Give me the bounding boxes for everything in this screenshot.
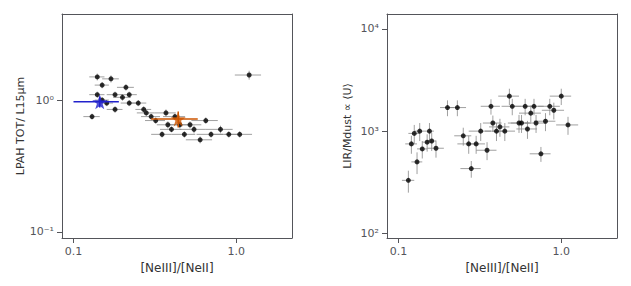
svg-text:1.0: 1.0 <box>553 245 571 258</box>
svg-text:1.0: 1.0 <box>228 245 246 258</box>
svg-text:LIR/Mdust ∝ ⟨U⟩: LIR/Mdust ∝ ⟨U⟩ <box>341 83 354 169</box>
svg-text:10²: 10² <box>361 227 379 240</box>
svg-text:0.1: 0.1 <box>390 245 408 258</box>
svg-text:10⁰: 10⁰ <box>36 94 55 107</box>
svg-text:[NeIII]/[NeII]: [NeIII]/[NeII] <box>465 261 538 275</box>
svg-text:10⁴: 10⁴ <box>361 22 380 35</box>
svg-text:0.1: 0.1 <box>65 245 83 258</box>
svg-text:LPAH TOT/ L15μm: LPAH TOT/ L15μm <box>14 77 27 176</box>
svg-text:10⁻¹: 10⁻¹ <box>30 225 54 238</box>
svg-text:[NeIII]/[NeII]: [NeIII]/[NeII] <box>140 261 213 275</box>
svg-text:10³: 10³ <box>361 125 379 138</box>
